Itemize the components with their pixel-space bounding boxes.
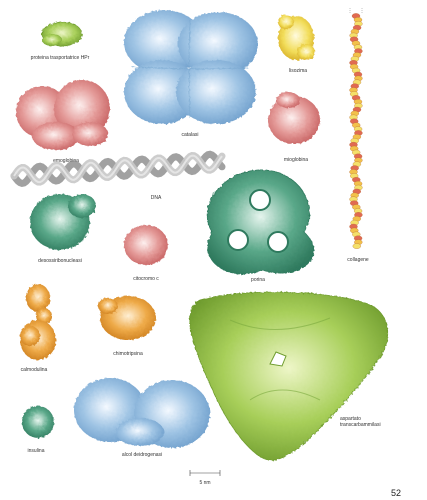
porina-label: porina <box>251 277 265 283</box>
scale-bar-label: 5 nm <box>199 480 210 486</box>
mioglobina-label: mioglobina <box>284 157 308 163</box>
dna-label: DNA <box>151 195 162 201</box>
chimotripsina-label: chimotripsina <box>113 351 143 357</box>
alcol-deidrogenasi-label-line1: alcol deidrogenasi <box>122 452 162 458</box>
aspartato-label-line2: transcarbammilasi <box>340 422 381 428</box>
insulina-label: insulina <box>28 448 45 454</box>
catalasi-shape <box>124 10 258 124</box>
mioglobina-shape <box>268 92 320 144</box>
desossiribonucleasi-shape <box>30 194 96 250</box>
hpr-protein-shape <box>42 22 82 46</box>
chimotripsina-shape <box>98 296 156 340</box>
insulina-shape <box>22 406 54 438</box>
lisozima-label: lisozima <box>289 68 307 74</box>
scale-bar <box>190 470 220 476</box>
calmodulina-label: calmodulina <box>21 367 48 373</box>
dna-shape <box>14 154 222 183</box>
hpr-label: proteina trasportatrice HPr <box>31 55 90 61</box>
catalasi-label: catalasi <box>182 132 199 138</box>
page-number: 52 <box>391 488 401 498</box>
desossiribonucleasi-label: desossiribonucleasi <box>38 258 82 264</box>
calmodulina-shape <box>20 284 56 360</box>
collagene-label: collagene <box>347 257 369 263</box>
aspartato-transcarbammilasi-shape <box>190 292 388 460</box>
lisozima-shape <box>278 15 315 60</box>
citocromo-label: citocromo c <box>133 276 159 282</box>
emoglobina-shape <box>16 80 110 150</box>
porina-shape <box>207 170 314 274</box>
citocromo-shape <box>124 225 168 265</box>
alcol-deidrogenasi-shape <box>74 378 210 448</box>
collagene-shape <box>350 8 363 249</box>
